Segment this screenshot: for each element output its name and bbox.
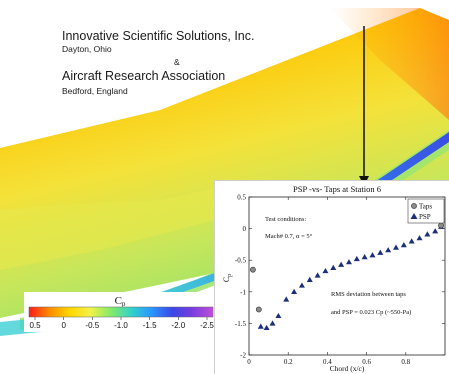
legend-taps-marker (411, 203, 417, 209)
org2-name: Aircraft Research Association (62, 69, 226, 83)
annotation-test-conditions: Test conditions: (265, 216, 306, 223)
x-axis-label: Chord (x/c) (330, 364, 365, 373)
annotation-mach-alpha: Mach# 0.7, α = 5° (265, 233, 313, 240)
psp-point (385, 247, 392, 253)
psp-point (432, 228, 439, 234)
org2-location: Bedford, England (62, 86, 128, 96)
x-tick-label: 0 (247, 358, 251, 366)
colorbar-tick-label: -2.5 (200, 321, 214, 330)
y-tick-label: -0.5 (235, 257, 247, 265)
psp-vs-taps-chart-panel: PSP -vs- Taps at Station 6 0.5 0 -0.5 -1 -1.… (214, 180, 449, 374)
tap-point (438, 222, 444, 229)
y-tick-label: -1.5 (235, 320, 247, 328)
y-tick-label: 0.5 (237, 194, 246, 202)
psp-point (257, 323, 264, 329)
colorbar-tick-label: -1.0 (114, 321, 128, 330)
axis-ticks: 0.50-0.5-1-1.5-20 0.2 0.4 0.6 0.8 (235, 194, 445, 366)
psp-point (416, 235, 423, 241)
colorbar-label: Cp (115, 295, 126, 308)
psp-point (314, 272, 321, 278)
org1-name: Innovative Scientific Solutions, Inc. (62, 29, 255, 43)
y-tick-label: -2 (240, 352, 246, 360)
legend-psp-marker (410, 213, 418, 219)
psp-point (291, 288, 298, 294)
psp-point (275, 312, 282, 319)
psp-point (322, 267, 329, 274)
chart-annotations: Test conditions: Mach# 0.7, α = 5° RMS d… (265, 216, 411, 316)
colorbar-ticks: 0.5 0 -0.5 -1.0 -1.5 -2.0 -2.5 (29, 317, 214, 330)
colorbar-gradient (28, 306, 214, 318)
psp-point (338, 261, 345, 267)
x-tick-label: 0.4 (323, 358, 332, 366)
tap-point (250, 266, 256, 273)
colorbar-tick-label: -1.5 (143, 321, 157, 330)
psp-point (400, 242, 407, 248)
psp-point (263, 324, 270, 331)
legend-psp-label: PSP (419, 213, 431, 221)
psp-point (269, 320, 276, 326)
y-tick-label: 0 (243, 225, 247, 233)
psp-point (283, 296, 290, 302)
psp-point (408, 238, 415, 244)
colorbar-tick-label: 0 (61, 321, 66, 330)
psp-point (353, 255, 360, 262)
psp-point (345, 259, 352, 265)
tap-point (255, 306, 262, 313)
plot-frame (248, 196, 446, 356)
psp-point (330, 264, 337, 270)
colorbar-tick-label: 0.5 (29, 321, 41, 330)
x-tick-label: 0.8 (401, 358, 410, 366)
y-tick-label: -1 (240, 288, 246, 296)
data-points (250, 222, 445, 331)
annotation-rms-line1: RMS deviation between taps (331, 291, 406, 298)
chart-title: PSP -vs- Taps at Station 6 (293, 184, 381, 194)
cp-colorbar: Cp 0.5 0 -0.5 -1.0 -1.5 -2.0 -2.5 (24, 292, 218, 332)
colorbar-tick-label: -0.5 (85, 321, 99, 330)
psp-point (298, 282, 305, 288)
x-tick-label: 0.6 (362, 358, 371, 366)
colorbar-tick-label: -2.0 (171, 321, 185, 330)
psp-point (306, 276, 313, 282)
psp-point (424, 231, 431, 237)
x-tick-label: 0.2 (284, 358, 293, 366)
y-axis-label: Cp (222, 274, 233, 282)
psp-point (377, 249, 384, 255)
psp-point (369, 252, 376, 258)
psp-point (393, 244, 399, 250)
org1-location: Dayton, Ohio (62, 44, 112, 54)
legend: Taps PSP (407, 198, 445, 224)
legend-taps-label: Taps (419, 203, 432, 211)
annotation-rms-line2: and PSP = 0.023 Cp (~550-Pa) (331, 309, 411, 316)
ampersand: & (174, 57, 180, 67)
psp-vs-taps-plot: PSP -vs- Taps at Station 6 0.5 0 -0.5 -1 -1.… (222, 184, 446, 373)
psp-point (361, 254, 368, 260)
